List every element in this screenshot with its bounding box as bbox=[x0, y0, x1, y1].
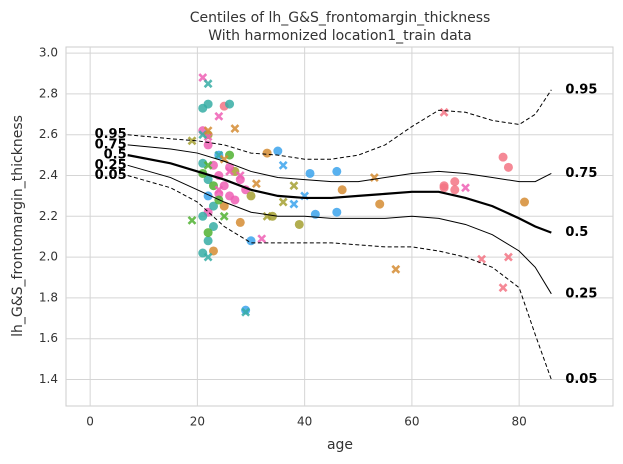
circle-point bbox=[305, 168, 315, 178]
x-point bbox=[230, 124, 240, 134]
x-point bbox=[439, 107, 449, 117]
centile-line bbox=[127, 164, 552, 295]
circle-point bbox=[332, 166, 342, 176]
x-axis-label: age bbox=[327, 437, 353, 453]
circle-point bbox=[225, 99, 235, 109]
y-axis-label: lh_G&S_frontomargin_thickness bbox=[10, 115, 26, 337]
circle-point bbox=[219, 201, 229, 211]
circle-point bbox=[208, 201, 218, 211]
y-tick-label: 3.0 bbox=[39, 46, 58, 60]
circle-point bbox=[520, 197, 530, 207]
circle-point bbox=[203, 99, 213, 109]
circle-point bbox=[241, 305, 251, 315]
x-point bbox=[278, 160, 288, 170]
circle-point bbox=[273, 146, 283, 156]
circle-point bbox=[498, 152, 508, 162]
x-tick-label: 80 bbox=[512, 415, 527, 429]
chart-title: Centiles of lh_G&S_frontomargin_thicknes… bbox=[190, 10, 491, 26]
y-tick-label: 1.4 bbox=[39, 372, 58, 386]
y-tick-label: 2.4 bbox=[39, 168, 58, 182]
circle-point bbox=[332, 207, 342, 217]
x-point bbox=[203, 160, 213, 170]
x-point bbox=[241, 307, 251, 317]
x-point bbox=[203, 126, 213, 136]
centile-label: 0.5 bbox=[565, 225, 588, 240]
centile-line bbox=[127, 144, 552, 183]
circle-point bbox=[294, 219, 304, 229]
x-tick-label: 40 bbox=[297, 415, 312, 429]
circle-point bbox=[203, 228, 213, 238]
x-point bbox=[391, 264, 401, 274]
x-tick-label: 20 bbox=[190, 415, 205, 429]
y-tick-label: 1.8 bbox=[39, 290, 58, 304]
x-point bbox=[257, 234, 267, 244]
x-point bbox=[203, 252, 213, 262]
centile-label: 0.05 bbox=[565, 372, 597, 387]
plot-frame bbox=[65, 46, 614, 407]
x-point bbox=[461, 183, 470, 193]
centile-label: 0.25 bbox=[565, 286, 597, 301]
circle-point bbox=[198, 211, 208, 221]
y-tick-label: 2.8 bbox=[39, 86, 58, 100]
centile-line bbox=[127, 89, 552, 160]
circle-point bbox=[203, 175, 213, 185]
circle-point bbox=[262, 148, 272, 158]
centile-label: 0.05 bbox=[95, 168, 127, 183]
centile-label: 0.95 bbox=[95, 127, 127, 142]
circle-point bbox=[208, 222, 218, 231]
circle-point bbox=[230, 195, 240, 205]
circle-point bbox=[375, 199, 385, 209]
circle-point bbox=[503, 162, 513, 172]
y-tick-label: 2.2 bbox=[39, 209, 58, 223]
circle-point bbox=[203, 236, 213, 246]
circle-point bbox=[450, 185, 460, 195]
x-point bbox=[498, 283, 508, 293]
x-point bbox=[219, 154, 229, 164]
centile-label: 0.95 bbox=[565, 82, 597, 97]
x-point bbox=[214, 185, 224, 195]
circle-point bbox=[450, 177, 460, 187]
x-point bbox=[187, 136, 197, 146]
x-point bbox=[203, 79, 213, 89]
circle-point bbox=[337, 185, 347, 195]
y-tick-label: 2.0 bbox=[39, 250, 58, 264]
circle-point bbox=[235, 217, 245, 227]
circle-point bbox=[439, 181, 449, 191]
circle-point bbox=[198, 158, 208, 168]
x-point bbox=[225, 167, 234, 176]
centile-label: 0.75 bbox=[95, 137, 127, 152]
x-point bbox=[219, 211, 229, 221]
centile-label: 0.25 bbox=[95, 158, 127, 173]
x-point bbox=[214, 111, 224, 121]
y-tick-label: 1.6 bbox=[39, 331, 58, 345]
x-point bbox=[477, 254, 487, 264]
centile-line bbox=[127, 175, 552, 380]
x-point bbox=[251, 179, 261, 189]
chart-subtitle: With harmonized location1_train data bbox=[208, 28, 472, 44]
centile-label: 0.75 bbox=[565, 166, 597, 181]
x-point bbox=[235, 171, 245, 180]
circle-point bbox=[246, 191, 256, 201]
circle-point bbox=[203, 140, 213, 150]
x-tick-label: 60 bbox=[404, 415, 419, 429]
x-point bbox=[504, 252, 513, 262]
x-point bbox=[289, 199, 299, 209]
x-tick-label: 0 bbox=[86, 415, 94, 429]
centile-label: 0.5 bbox=[104, 148, 127, 163]
centile-line bbox=[127, 154, 552, 234]
x-point bbox=[289, 181, 299, 191]
x-point bbox=[278, 197, 288, 207]
x-point bbox=[187, 215, 197, 225]
y-tick-label: 2.6 bbox=[39, 127, 58, 141]
